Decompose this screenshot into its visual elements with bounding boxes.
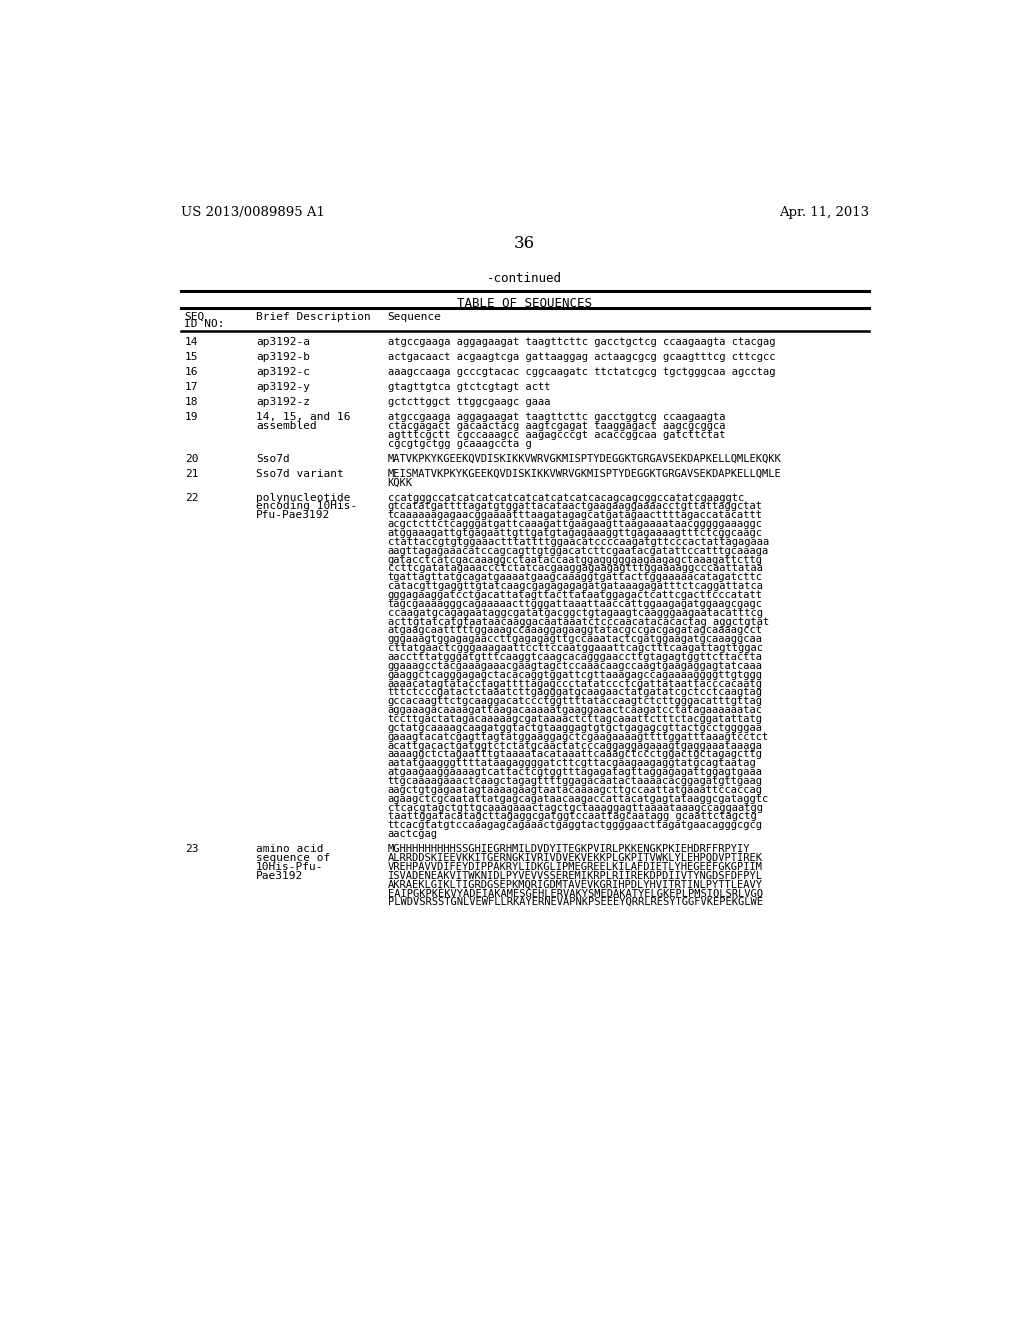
Text: AKRAEKLGIKLTIGRDGSEPKMQRIGDMTAVEVKGRIHPDLYHVITRTINLPYTTLEAVY: AKRAEKLGIKLTIGRDGSEPKMQRIGDMTAVEVKGRIHPD… xyxy=(388,879,763,890)
Text: ctattaccgtgtggaaactttattttggaacatccccaagatgttcccactattagagaaa: ctattaccgtgtggaaactttattttggaacatccccaag… xyxy=(388,537,769,546)
Text: gggagaaggatcctgacattatagttacttataatggagactcattcgacttcccatatt: gggagaaggatcctgacattatagttacttataatggaga… xyxy=(388,590,763,601)
Text: encoding 10His-: encoding 10His- xyxy=(256,502,357,511)
Text: taattggatacatagcttagaggcgatggtccaattagcaatagg gcaattctagctg: taattggatacatagcttagaggcgatggtccaattagca… xyxy=(388,812,757,821)
Text: Pfu-Pae3192: Pfu-Pae3192 xyxy=(256,511,330,520)
Text: Pae3192: Pae3192 xyxy=(256,871,303,880)
Text: atggaaagattgtgagaattgttgatgtagagaaaggttgagaaaagtttctcggcaagc: atggaaagattgtgagaattgttgatgtagagaaaggttg… xyxy=(388,528,763,539)
Text: gccacaagttctgcaaggacatccctggttttataccaagtctcttgggacatttgttag: gccacaagttctgcaaggacatccctggttttataccaag… xyxy=(388,696,763,706)
Text: ctcacgtagctgttgcaaagaaactagctgctaaaggagttaaaataaagccaggaatgg: ctcacgtagctgttgcaaagaaactagctgctaaaggagt… xyxy=(388,803,763,813)
Text: 14: 14 xyxy=(184,337,199,347)
Text: agtttcgctt cgccaaagcc aagagcccgt acaccggcaa gatcttctat: agtttcgctt cgccaaagcc aagagcccgt acaccgg… xyxy=(388,430,725,440)
Text: aaaaggctctagaatttgtaaaatacataaattcaaagctccctggactgctagagcttg: aaaaggctctagaatttgtaaaatacataaattcaaagct… xyxy=(388,750,763,759)
Text: tcaaaaaagagaacggaaaatttaagatagagcatgatagaacttttagaccatacattt: tcaaaaaagagaacggaaaatttaagatagagcatgatag… xyxy=(388,511,763,520)
Text: ggaaagcctacgaaagaaacgaagtagctccaaacaagccaagtgaagaggagtatcaaa: ggaaagcctacgaaagaaacgaagtagctccaaacaagcc… xyxy=(388,661,763,671)
Text: ccatgggccatcatcatcatcatcatcatcatcacagcagcggccatatcgaaggtc: ccatgggccatcatcatcatcatcatcatcatcacagcag… xyxy=(388,492,743,503)
Text: 22: 22 xyxy=(184,492,199,503)
Text: amino acid: amino acid xyxy=(256,843,324,854)
Text: aactcgag: aactcgag xyxy=(388,829,437,840)
Text: gaaagtacatcgagttagtatggaaggagctcgaagaaaagttttggatttaaagtcctct: gaaagtacatcgagttagtatggaaggagctcgaagaaaa… xyxy=(388,731,769,742)
Text: Apr. 11, 2013: Apr. 11, 2013 xyxy=(779,206,869,219)
Text: MEISMATVKPKYKGEEKQVDISKIKKVWRVGKMISPTYDEGGKTGRGAVSEKDAPKELLQMLE: MEISMATVKPKYKGEEKQVDISKIKKVWRVGKMISPTYDE… xyxy=(388,469,781,479)
Text: acgctcttctcagggatgattcaaagattgaagaagttaagaaaataacgggggaaaggc: acgctcttctcagggatgattcaaagattgaagaagttaa… xyxy=(388,519,763,529)
Text: aggaaagacaaaagattaagacaaaaatgaaggaaactcaagatcctatagaaaaaatac: aggaaagacaaaagattaagacaaaaatgaaggaaactca… xyxy=(388,705,763,715)
Text: Brief Description: Brief Description xyxy=(256,312,371,322)
Text: ap3192-a: ap3192-a xyxy=(256,337,310,347)
Text: tttctcccgatactctaaatcttgagggatgcaagaactatgatatcgctcctcaagtag: tttctcccgatactctaaatcttgagggatgcaagaacta… xyxy=(388,688,763,697)
Text: atgaagcaatttttggaaagccaaaggagaaggtatacgccgacgagatagcaaaagcct: atgaagcaatttttggaaagccaaaggagaaggtatacgc… xyxy=(388,626,763,635)
Text: gatacctcatcgacaaaggcctaataccaatggagggggaagaagagctaaagattcttg: gatacctcatcgacaaaggcctaataccaatggaggggga… xyxy=(388,554,763,565)
Text: cttatgaactcgggaaagaattccttccaatggaaattcagctttcaagattagttggac: cttatgaactcgggaaagaattccttccaatggaaattca… xyxy=(388,643,763,653)
Text: VREHPAVVDIFEYDIPPAKRYLIDKGLIPMEGREELKILAFDIETLYHEGEEFGKGPIIM: VREHPAVVDIFEYDIPPAKRYLIDKGLIPMEGREELKILA… xyxy=(388,862,763,871)
Text: aaagccaaga gcccgtacac cggcaagatc ttctatcgcg tgctgggcaa agcctag: aaagccaaga gcccgtacac cggcaagatc ttctatc… xyxy=(388,367,775,378)
Text: gaaggctcagggagagctacacaggtggattcgttaaagagccagaaaaggggttgtggg: gaaggctcagggagagctacacaggtggattcgttaaaga… xyxy=(388,669,763,680)
Text: aaaacatagtatacctagattttagagccctatatccctcgattataattacccacaatg: aaaacatagtatacctagattttagagccctatatccctc… xyxy=(388,678,763,689)
Text: KQKK: KQKK xyxy=(388,478,413,487)
Text: -continued: -continued xyxy=(487,272,562,285)
Text: ap3192-z: ap3192-z xyxy=(256,397,310,407)
Text: EAIPGKPKEKVYADEIAKAMESGEHLERVAKYSMEDAKATYELGKEPLPMSIQLSRLVGQ: EAIPGKPKEKVYADEIAKAMESGEHLERVAKYSMEDAKAT… xyxy=(388,888,763,899)
Text: 15: 15 xyxy=(184,352,199,362)
Text: 20: 20 xyxy=(184,454,199,463)
Text: ccttcgatatagaaaccctctatcacgaaggagaagagtttggaaaaggcccaattataa: ccttcgatatagaaaccctctatcacgaaggagaagagtt… xyxy=(388,564,763,573)
Text: PLWDVSRSSTGNLVEWFLLRKAYERNEVAPNKPSEEEYQRRLRESYTGGFVKEPEKGLWE: PLWDVSRSSTGNLVEWFLLRKAYERNEVAPNKPSEEEYQR… xyxy=(388,898,763,907)
Text: ISVADENEAKVITWKNIDLPYVEVVSSEREMIKRPLRIIREKDPDIIVTYNGDSFDFPYL: ISVADENEAKVITWKNIDLPYVEVVSSEREMIKRPLRIIR… xyxy=(388,871,763,880)
Text: actgacaact acgaagtcga gattaaggag actaagcgcg gcaagtttcg cttcgcc: actgacaact acgaagtcga gattaaggag actaagc… xyxy=(388,352,775,362)
Text: gggaaagtggagagaaccttgagagagttgccaaatactcgatggaagatgcaaaggcaa: gggaaagtggagagaaccttgagagagttgccaaatactc… xyxy=(388,635,763,644)
Text: tgattagttatgcagatgaaaatgaagcaaaggtgattacttggaaaaacatagatcttc: tgattagttatgcagatgaaaatgaagcaaaggtgattac… xyxy=(388,573,763,582)
Text: agaagctcgcaatattatgagcagataacaagaccattacatgagtataaggcgataggtc: agaagctcgcaatattatgagcagataacaagaccattac… xyxy=(388,793,769,804)
Text: aacctttatgggatgtttcaaggtcaagcacagggaaccttgtagagtggttcttactta: aacctttatgggatgtttcaaggtcaagcacagggaacct… xyxy=(388,652,763,661)
Text: 19: 19 xyxy=(184,412,199,422)
Text: MGHHHHHHHHHSSGHIEGRHMILDVDYITEGKPVIRLPKKENGKPKIEHDRFFRPYIY: MGHHHHHHHHHSSGHIEGRHMILDVDYITEGKPVIRLPKK… xyxy=(388,843,751,854)
Text: aagctgtgagaatagtaaaagaagtaatacaaaagcttgccaattatgaaattccaccag: aagctgtgagaatagtaaaagaagtaatacaaaagcttgc… xyxy=(388,785,763,795)
Text: ap3192-c: ap3192-c xyxy=(256,367,310,378)
Text: gtagttgtca gtctcgtagt actt: gtagttgtca gtctcgtagt actt xyxy=(388,381,550,392)
Text: atgccgaaga aggagaagat taagttcttc gacctgctcg ccaagaagta ctacgag: atgccgaaga aggagaagat taagttcttc gacctgc… xyxy=(388,337,775,347)
Text: Sso7d: Sso7d xyxy=(256,454,290,463)
Text: Sequence: Sequence xyxy=(388,312,441,322)
Text: 14, 15, and 16: 14, 15, and 16 xyxy=(256,412,350,422)
Text: aagttagagaaacatccagcagttgtggacatcttcgaatacgatattccatttgcaaaga: aagttagagaaacatccagcagttgtggacatcttcgaat… xyxy=(388,545,769,556)
Text: aatatgaagggttttataagaggggatcttcgttacgaagaagaggtatgcagtaatag: aatatgaagggttttataagaggggatcttcgttacgaag… xyxy=(388,758,757,768)
Text: atgccgaaga aggagaagat taagttcttc gacctggtcg ccaagaagta: atgccgaaga aggagaagat taagttcttc gacctgg… xyxy=(388,412,725,422)
Text: 21: 21 xyxy=(184,469,199,479)
Text: 18: 18 xyxy=(184,397,199,407)
Text: TABLE OF SEQUENCES: TABLE OF SEQUENCES xyxy=(458,297,592,310)
Text: polynucleotide: polynucleotide xyxy=(256,492,350,503)
Text: gctcttggct ttggcgaagc gaaa: gctcttggct ttggcgaagc gaaa xyxy=(388,397,550,407)
Text: catacgttgaggttgtatcaagcgagagagagatgataaagagatttctcaggattatca: catacgttgaggttgtatcaagcgagagagagatgataaa… xyxy=(388,581,763,591)
Text: gtcatatgattttagatgtggattacataactgaagaaggaaaacctgttattaggctat: gtcatatgattttagatgtggattacataactgaagaagg… xyxy=(388,502,763,511)
Text: tccttgactatagacaaaaagcgataaaactcttagcaaattctttctacggatattatg: tccttgactatagacaaaaagcgataaaactcttagcaaa… xyxy=(388,714,763,723)
Text: 23: 23 xyxy=(184,843,199,854)
Text: atgaagaaggaaaagtcattactcgtggtttagagatagttaggagagattggagtgaaa: atgaagaaggaaaagtcattactcgtggtttagagatagt… xyxy=(388,767,763,777)
Text: ttgcaaaagaaactcaagctagagttttggagacaatactaaaacacggagatgttgaag: ttgcaaaagaaactcaagctagagttttggagacaatact… xyxy=(388,776,763,785)
Text: cgcgtgctgg gcaaagccta g: cgcgtgctgg gcaaagccta g xyxy=(388,438,531,449)
Text: 17: 17 xyxy=(184,381,199,392)
Text: sequence of: sequence of xyxy=(256,853,330,863)
Text: Sso7d variant: Sso7d variant xyxy=(256,469,344,479)
Text: gctatgcaaaagcaagatggtactgtaaggagtgtgctgagagcgttactgcctggggaa: gctatgcaaaagcaagatggtactgtaaggagtgtgctga… xyxy=(388,723,763,733)
Text: acttgtatcatgtaataacaaggacaataaatctcccaacatacacactag aggctgtat: acttgtatcatgtaataacaaggacaataaatctcccaac… xyxy=(388,616,769,627)
Text: ID NO:: ID NO: xyxy=(183,319,224,329)
Text: acattgacactgatggtctctatgcaactatcccaggaggagaaagtgaggaaataaaga: acattgacactgatggtctctatgcaactatcccaggagg… xyxy=(388,741,763,751)
Text: ctacgagact gacaactacg aagtcgagat taaggagact aagcgcggca: ctacgagact gacaactacg aagtcgagat taaggag… xyxy=(388,421,725,430)
Text: ap3192-b: ap3192-b xyxy=(256,352,310,362)
Text: SEQ: SEQ xyxy=(183,312,204,322)
Text: MATVKPKYKGEEKQVDISKIKKVWRVGKMISPTYDEGGKTGRGAVSEKDAPKELLQMLEKQKK: MATVKPKYKGEEKQVDISKIKKVWRVGKMISPTYDEGGKT… xyxy=(388,454,781,463)
Text: 16: 16 xyxy=(184,367,199,378)
Text: 36: 36 xyxy=(514,235,536,252)
Text: tagcgaaaagggcagaaaaacttgggattaaattaaccattggaagagatggaagcgagc: tagcgaaaagggcagaaaaacttgggattaaattaaccat… xyxy=(388,599,763,609)
Text: assembled: assembled xyxy=(256,421,316,430)
Text: ALRRDDSKIEEVKKITGERNGKIVRIVDVEKVEKKPLGKPITVWKLYLEHPQDVPTIREK: ALRRDDSKIEEVKKITGERNGKIVRIVDVEKVEKKPLGKP… xyxy=(388,853,763,863)
Text: ap3192-y: ap3192-y xyxy=(256,381,310,392)
Text: 10His-Pfu-: 10His-Pfu- xyxy=(256,862,324,871)
Text: ccaagatgcagagaataggcgatatgacggctgtagaagtcaagggaagaatacatttcg: ccaagatgcagagaataggcgatatgacggctgtagaagt… xyxy=(388,607,763,618)
Text: ttcacgtatgtccaaagagcagaaactgaggtactggggaacttagatgaacagggcgcg: ttcacgtatgtccaaagagcagaaactgaggtactgggga… xyxy=(388,820,763,830)
Text: US 2013/0089895 A1: US 2013/0089895 A1 xyxy=(180,206,325,219)
